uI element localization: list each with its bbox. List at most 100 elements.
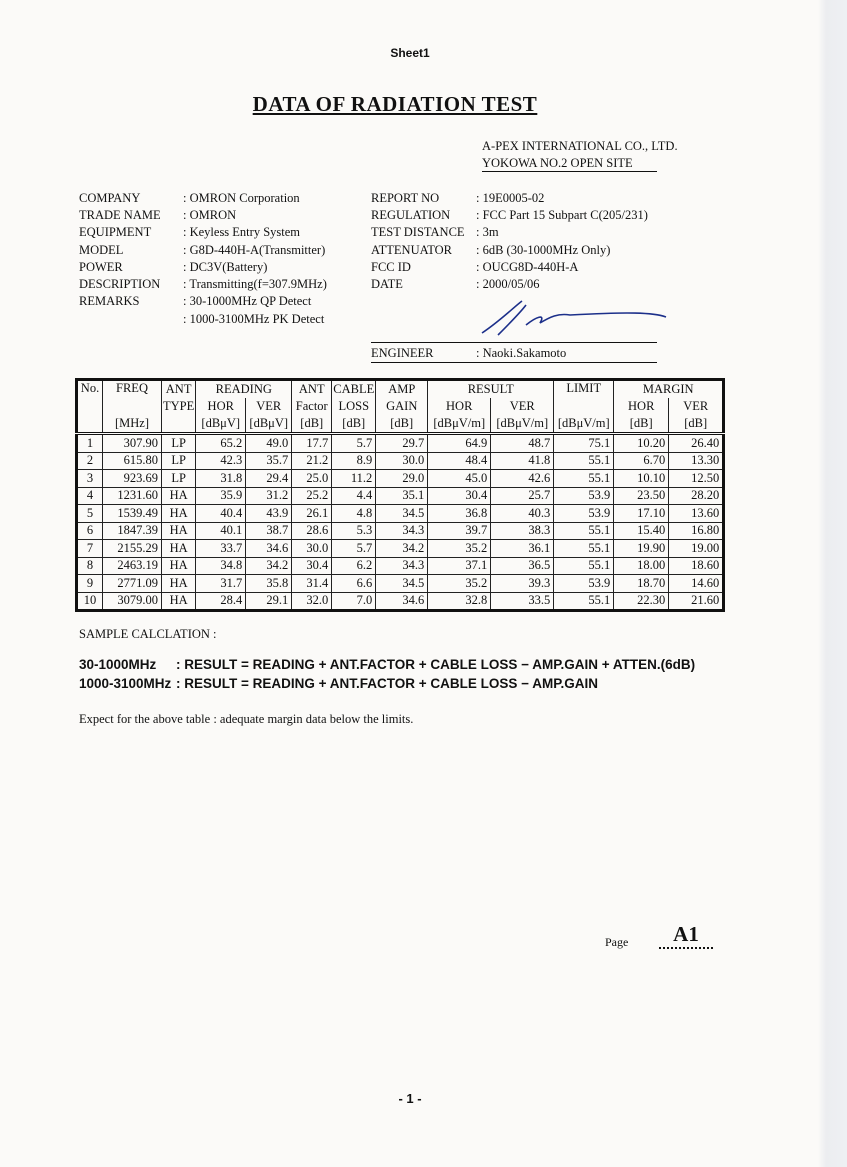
info-label: TEST DISTANCE [371,225,465,240]
engineer-label: ENGINEER [371,346,434,360]
cell: LP [160,469,197,488]
cell: 35.9 [195,486,247,505]
info-value: : 2000/05/06 [476,277,540,291]
info-label: FCC ID [371,259,411,274]
cell: 17.10 [613,504,670,523]
cell: 10 [76,591,103,611]
head-cell: HOR [195,398,247,415]
cell: 30.0 [291,539,333,558]
cell: 35.2 [427,539,492,558]
cell: 10.20 [613,432,670,453]
calc-formula: : RESULT = READING + ANT.FACTOR + CABLE … [176,676,599,691]
head-cell: [dBμV] [195,415,247,434]
cell: 2 [76,451,103,470]
cell: 19.00 [668,539,725,558]
cell: 29.7 [375,432,429,453]
page-id: A1 [659,922,713,949]
cell: 40.3 [490,504,555,523]
info-value: : 19E0005-02 [476,191,545,205]
table-row: 7 2155.29 HA 33.7 34.6 30.0 5.7 34.2 35.2 36.1 55.… [76,539,725,558]
cell: 1231.60 [102,486,162,505]
cell: 22.30 [613,591,670,611]
cell: 28.20 [668,486,725,505]
cell: 1539.49 [102,504,162,523]
cell: 3079.00 [102,591,162,611]
note: Expect for the above table : adequate ma… [79,712,414,726]
site: YOKOWA NO.2 OPEN SITE [482,156,657,172]
head-cell: [dB] [291,415,333,434]
cell: 16.80 [668,521,725,540]
cell: 29.4 [245,469,293,488]
cell: 34.6 [375,591,429,611]
cell: 48.4 [427,451,492,470]
cell: 1 [76,432,103,453]
signature [481,300,667,336]
cell: 38.7 [245,521,293,540]
cell: 55.1 [553,539,615,558]
cell: 48.7 [490,432,555,453]
info-label: COMPANY [79,191,141,205]
calc-range: 30-1000MHz [79,657,157,672]
cell: 7 [76,539,103,558]
cell: 9 [76,574,103,593]
cell: 6 [76,521,103,540]
cell: 26.1 [291,504,333,523]
cell: 5.7 [331,539,377,558]
head-cell [160,415,197,434]
cell: 21.60 [668,591,725,611]
cell: 18.70 [613,574,670,593]
calc-formula: : RESULT = READING + ANT.FACTOR + CABLE … [176,657,696,672]
info-value: : Transmitting(f=307.9MHz) [183,277,327,291]
data-table: No. FREQ ANT READING ANT CABLE AMP RESUL… [75,378,726,612]
info-label: REMARKS [79,294,140,309]
info-label: EQUIPMENT [79,225,152,240]
head-cell: [dB] [613,415,670,434]
cell: 31.8 [195,469,247,488]
cell: 4.4 [331,486,377,505]
cell: 31.4 [291,574,333,593]
head-cell: [dBμV] [245,415,293,434]
info-value: : DC3V(Battery) [183,259,268,274]
table-row: 8 2463.19 HA 34.8 34.2 30.4 6.2 34.3 37.1 36.5 55.… [76,556,725,575]
cell: 64.9 [427,432,492,453]
cell: 43.9 [245,504,293,523]
cell: 75.1 [553,432,615,453]
cell: HA [160,486,197,505]
head-cell: HOR [427,398,492,415]
table-row: 6 1847.39 HA 40.1 38.7 28.6 5.3 34.3 39.7 38.3 55.… [76,521,725,540]
cell: HA [160,556,197,575]
cell: 10.10 [613,469,670,488]
head-cell: GAIN [375,398,429,415]
cell: 65.2 [195,432,247,453]
info-label: MODEL [79,242,124,257]
head-cell: LOSS [331,398,377,415]
cell: 6.6 [331,574,377,593]
cell: 34.8 [195,556,247,575]
cell: 5.3 [331,521,377,540]
cell: 40.1 [195,521,247,540]
cell: LP [160,432,197,453]
engineer-value: : Naoki.Sakamoto [476,346,567,360]
cell: 35.7 [245,451,293,470]
cell: 5.7 [331,432,377,453]
head-cell: [dB] [668,415,725,434]
cell: 14.60 [668,574,725,593]
cell: 13.60 [668,504,725,523]
page-label: Page [605,935,629,949]
head-cell: VER [245,398,293,415]
engineer-rule [371,362,657,363]
head-cell: VER [668,398,725,415]
info-value: : 30-1000MHz QP Detect [183,294,312,309]
table-row: 3 923.69 LP 31.8 29.4 25.0 11.2 29.0 45.0 42.6 55.… [76,469,725,488]
cell: HA [160,591,197,611]
head-cell: [dB] [331,415,377,434]
cell: 2155.29 [102,539,162,558]
cell: 615.80 [102,451,162,470]
head-cell: [dBμV/m] [553,415,615,434]
head-cell: No. [76,379,103,434]
cell: 33.5 [490,591,555,611]
head-cell: ANT [160,379,197,398]
cell: 30.4 [427,486,492,505]
info-label: DATE [371,277,403,291]
